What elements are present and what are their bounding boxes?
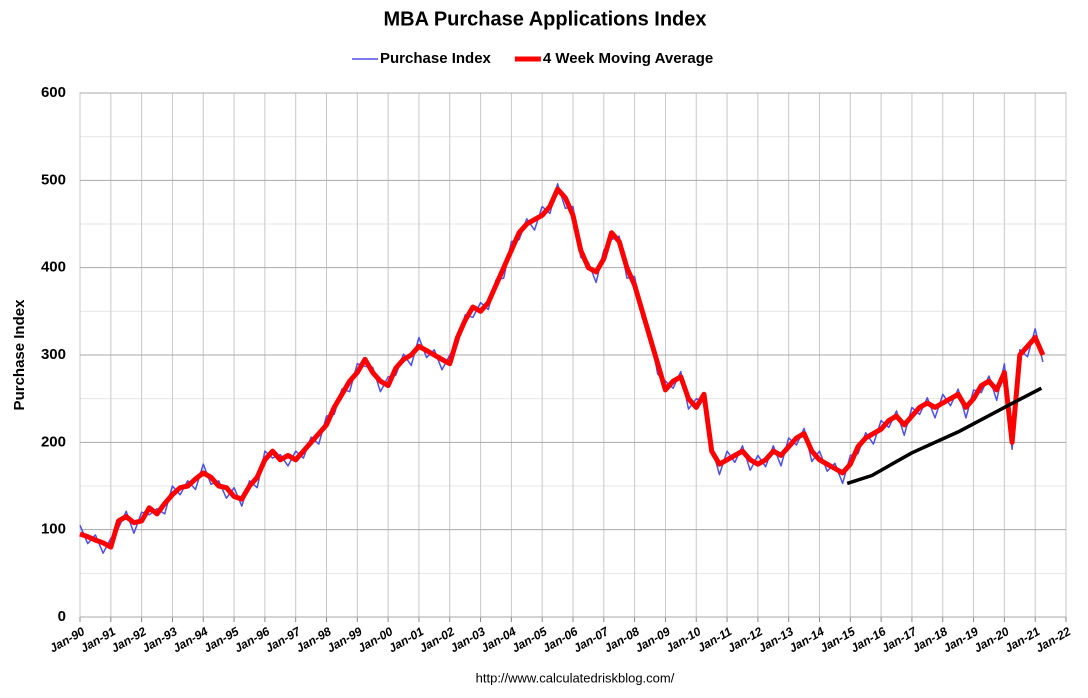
y-tick-label: 400 [41,259,66,276]
series-line [846,386,1043,486]
legend: Purchase Index 4 Week Moving Average [352,50,713,67]
y-axis-label: Purchase Index [11,299,28,411]
source: http://www.calculatedriskblog.com/ [476,670,675,685]
series-line [79,186,1046,550]
chart-title: MBA Purchase Applications Index [383,8,706,30]
x-tick-label: Jan-22 [1033,624,1073,655]
legend-label: Purchase Index [380,50,492,67]
y-tick-label: 300 [41,346,66,363]
legend-label: 4 Week Moving Average [543,50,713,67]
y-tick-label: 500 [41,171,66,188]
y-tick-label: 100 [41,521,66,538]
x-tick-label: Jan-10 [663,624,703,655]
y-tick-label: 600 [41,84,66,101]
y-tick-label: 200 [41,433,66,450]
y-tick-label: 0 [58,608,66,625]
